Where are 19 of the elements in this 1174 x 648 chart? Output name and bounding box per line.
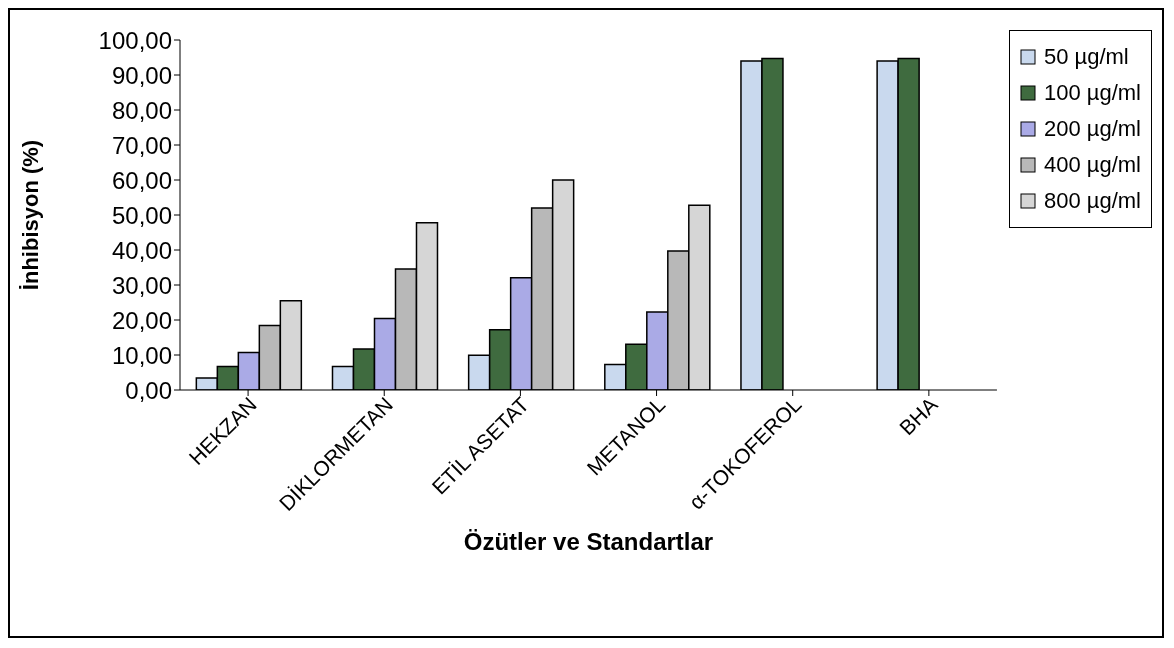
legend-label: 400 µg/ml: [1043, 151, 1141, 179]
y-tick-label: 30,00: [111, 271, 172, 299]
y-tick-label: 90,00: [111, 61, 172, 89]
y-tick-label: 0,00: [125, 376, 172, 404]
y-tick-label: 60,00: [111, 166, 172, 194]
legend-label: 200 µg/ml: [1043, 115, 1141, 143]
legend-label: 800 µg/ml: [1043, 187, 1141, 215]
y-tick-label: 40,00: [111, 236, 172, 264]
x-axis-title: Özütler ve Standartlar: [463, 528, 714, 555]
y-tick-label: 70,00: [111, 131, 172, 159]
y-tick-label: 10,00: [111, 341, 172, 369]
y-tick-label: 50,00: [111, 201, 172, 229]
y-tick-label: 100,00: [98, 26, 172, 54]
y-axis-title: İnhibisyon (%): [17, 139, 43, 291]
legend-label: 100 µg/ml: [1043, 79, 1141, 107]
x-tick-label: BHA: [894, 392, 942, 440]
legend-label: 50 µg/ml: [1043, 43, 1129, 71]
y-tick-label: 80,00: [111, 96, 172, 124]
y-tick-label: 20,00: [111, 306, 172, 334]
